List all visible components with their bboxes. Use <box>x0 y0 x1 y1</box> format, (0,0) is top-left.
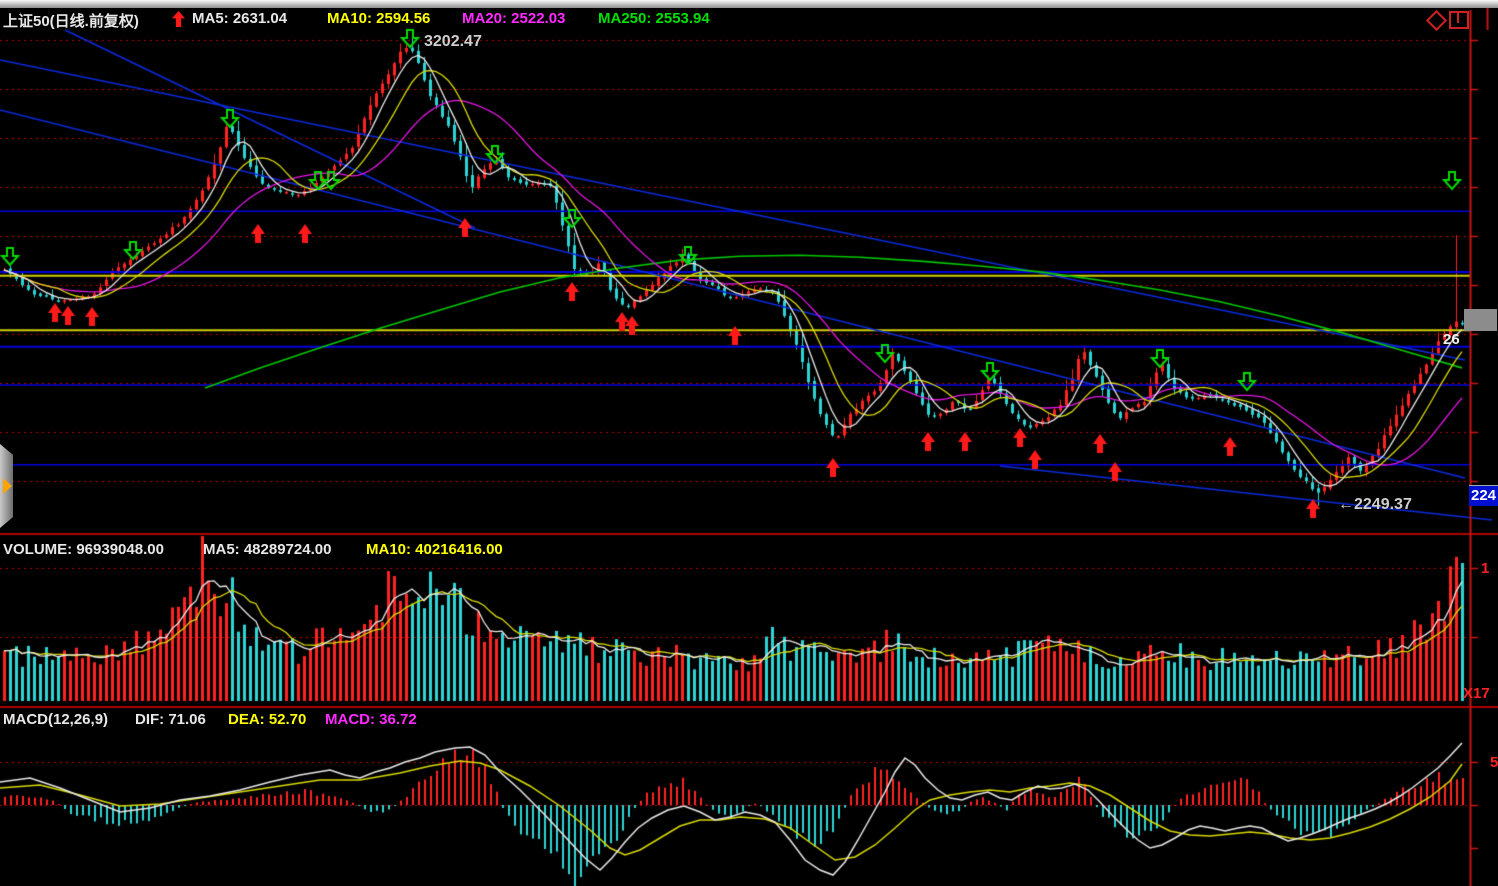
trough-axis-tag: 224 <box>1469 485 1498 506</box>
ma20-readout: MA20: 2522.03 <box>462 10 566 27</box>
dea-readout: DEA: 52.70 <box>228 711 307 728</box>
window-top-edge <box>0 0 1498 8</box>
volume-ma10-readout: MA10: 40216416.00 <box>366 541 503 558</box>
volume-axis-label: 1 <box>1481 560 1490 577</box>
panel-expand-arrow-icon[interactable] <box>3 478 12 494</box>
ma10-readout: MA10: 2594.56 <box>327 10 431 27</box>
instrument-title: 上证50(日线.前复权) <box>3 13 139 30</box>
dif-readout: DIF: 71.06 <box>135 711 206 728</box>
peak-price-label: 3202.47 <box>424 33 482 50</box>
volume-ma5-readout: MA5: 48289724.00 <box>203 541 332 558</box>
trough-price-label: ←2249.37 <box>1338 496 1412 513</box>
ma5-readout: MA5: 2631.04 <box>192 10 288 27</box>
volume-readout: VOLUME: 96939048.00 <box>3 541 164 558</box>
volume-multiplier-label: X17 <box>1463 685 1490 702</box>
macd-readout: MACD: 36.72 <box>325 711 417 728</box>
ma250-readout: MA250: 2553.94 <box>598 10 710 27</box>
split-window-icon[interactable] <box>1449 11 1469 29</box>
last-price-marker <box>1464 309 1497 331</box>
macd-indicator-name: MACD(12,26,9) <box>3 711 109 728</box>
macd-axis-label: 5 <box>1490 754 1498 771</box>
last-price-label: 26 <box>1443 331 1460 347</box>
